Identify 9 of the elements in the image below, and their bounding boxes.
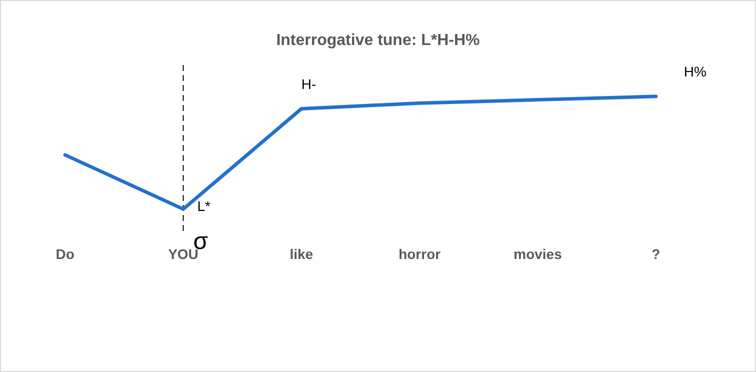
- x-tick-label: like: [290, 246, 314, 262]
- x-tick-label: ?: [652, 246, 660, 262]
- annotation: H-: [301, 76, 317, 92]
- annotation: H%: [684, 63, 706, 80]
- chart-title: Interrogative tune: L*H-H%: [275, 32, 481, 50]
- x-tick-label: Do: [56, 246, 74, 262]
- annotation: L*: [197, 198, 212, 214]
- x-tick-label: movies: [514, 246, 562, 262]
- x-tick-label: horror: [398, 246, 442, 262]
